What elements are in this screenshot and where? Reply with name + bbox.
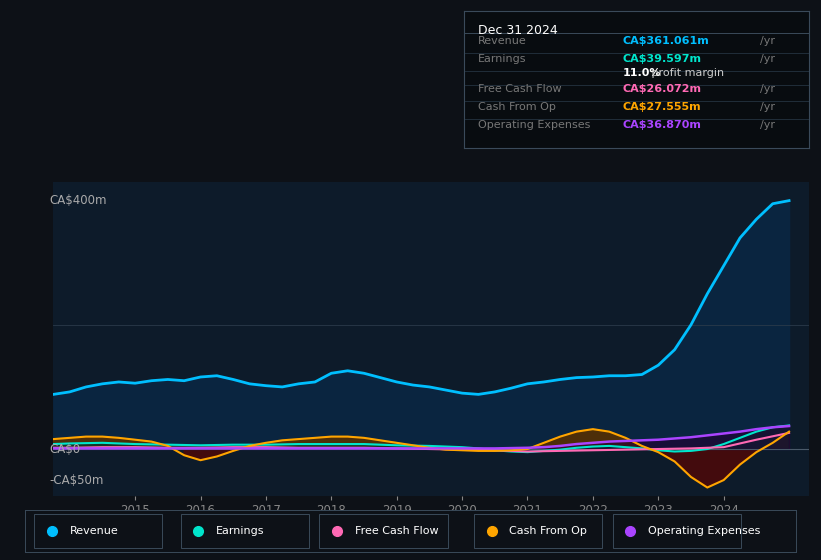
Text: CA$361.061m: CA$361.061m <box>622 36 709 46</box>
Text: CA$36.870m: CA$36.870m <box>622 120 701 130</box>
Text: Revenue: Revenue <box>478 36 526 46</box>
Text: Earnings: Earnings <box>216 526 264 535</box>
Text: profit margin: profit margin <box>649 68 724 78</box>
Text: CA$39.597m: CA$39.597m <box>622 54 701 64</box>
Text: CA$27.555m: CA$27.555m <box>622 102 701 112</box>
Text: Dec 31 2024: Dec 31 2024 <box>478 24 557 36</box>
Text: /yr: /yr <box>760 85 775 95</box>
Text: /yr: /yr <box>760 102 775 112</box>
Text: Revenue: Revenue <box>70 526 118 535</box>
Text: Cash From Op: Cash From Op <box>478 102 556 112</box>
Text: 11.0%: 11.0% <box>622 68 661 78</box>
Text: CA$26.072m: CA$26.072m <box>622 85 701 95</box>
Text: Cash From Op: Cash From Op <box>509 526 587 535</box>
Text: Operating Expenses: Operating Expenses <box>649 526 760 535</box>
Text: /yr: /yr <box>760 54 775 64</box>
Text: Free Cash Flow: Free Cash Flow <box>478 85 562 95</box>
Text: CA$400m: CA$400m <box>49 194 107 207</box>
Text: Operating Expenses: Operating Expenses <box>478 120 590 130</box>
Text: /yr: /yr <box>760 120 775 130</box>
Text: Free Cash Flow: Free Cash Flow <box>355 526 438 535</box>
Text: Earnings: Earnings <box>478 54 526 64</box>
Text: -CA$50m: -CA$50m <box>49 474 103 487</box>
Text: /yr: /yr <box>760 36 775 46</box>
Text: CA$0: CA$0 <box>49 442 80 455</box>
